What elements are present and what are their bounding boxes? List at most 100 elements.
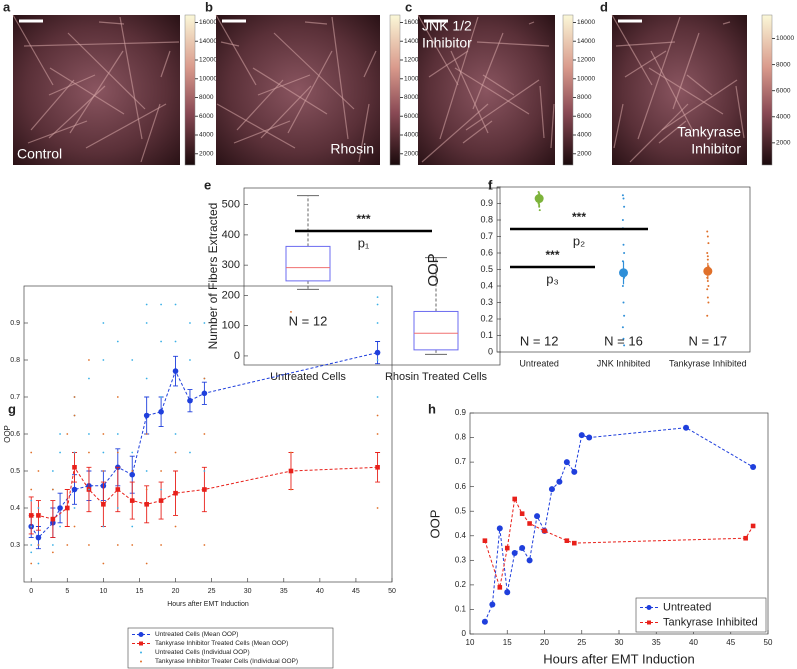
y-tick-label: 0.7 <box>455 457 467 466</box>
marker <box>158 409 164 415</box>
individual-point <box>707 242 710 245</box>
marker <box>64 505 70 511</box>
individual-point <box>30 562 33 565</box>
panel-label: b <box>205 0 213 14</box>
marker <box>187 397 193 404</box>
marker <box>129 471 136 478</box>
colorbar-tick-label: 10000 <box>199 75 217 82</box>
individual-point <box>376 359 379 361</box>
fiber <box>48 74 96 96</box>
y-tick-label: 0.2 <box>455 580 467 589</box>
colorbar-tick-label: 8000 <box>404 94 419 101</box>
individual-point <box>189 451 191 454</box>
colorbar-tick-label: 2000 <box>404 150 419 157</box>
individual-point <box>290 311 292 313</box>
individual-point <box>88 544 90 546</box>
x-axis-label: Hours after EMT Induction <box>543 651 695 666</box>
significance-stars: *** <box>572 210 586 224</box>
fiber <box>550 103 555 149</box>
fiber <box>257 74 311 96</box>
individual-point <box>73 451 76 454</box>
fiber <box>358 103 370 163</box>
panel-label: f <box>488 177 493 192</box>
fiber <box>472 32 504 110</box>
y-tick-label: 0.3 <box>480 297 493 307</box>
fiber <box>476 41 550 47</box>
legend-label: Tankyrase Inhibited <box>663 616 758 628</box>
x-tick-label: 0 <box>29 588 33 595</box>
individual-point <box>622 337 625 340</box>
y-tick-label: 0.1 <box>480 330 493 340</box>
y-axis-label: Number of Fibers Extracted <box>206 203 220 350</box>
colorbar-tick-label: 14000 <box>577 38 595 45</box>
colorbar-tick-label: 8000 <box>776 61 791 68</box>
individual-point <box>30 551 33 554</box>
individual-point <box>37 470 40 472</box>
marker <box>172 368 179 374</box>
colorbar-tick-label: 2000 <box>776 140 791 147</box>
x-tick-label: 15 <box>136 588 144 595</box>
individual-point <box>706 255 709 258</box>
y-tick-label: 0 <box>234 350 240 362</box>
individual-point <box>145 303 148 306</box>
individual-point <box>189 359 191 361</box>
colorbar-tick-label: 14000 <box>404 38 422 45</box>
fiber <box>252 67 328 115</box>
y-tick-label: 0.2 <box>480 313 493 323</box>
legend-label: Untreated Cells (Individual OOP) <box>155 649 250 656</box>
marker <box>201 390 208 397</box>
y-tick-label: 0.4 <box>480 280 493 290</box>
individual-point <box>174 525 177 528</box>
fiber <box>304 21 328 25</box>
individual-point <box>160 340 162 343</box>
individual-point <box>102 562 105 565</box>
individual-point <box>376 303 379 306</box>
x-tick-label: 45 <box>352 588 360 595</box>
individual-point <box>88 377 90 380</box>
y-tick-label: 0 <box>462 629 467 638</box>
individual-point <box>51 488 54 491</box>
individual-point <box>116 544 119 546</box>
fiber <box>160 50 171 78</box>
fiber <box>462 120 493 144</box>
marker <box>578 432 585 439</box>
individual-point <box>706 252 709 254</box>
y-tick-label: 0.3 <box>10 542 20 549</box>
n-label: N = 17 <box>688 333 727 348</box>
fiber <box>735 85 745 139</box>
individual-point <box>59 433 61 435</box>
y-tick-label: 0.9 <box>10 320 20 327</box>
colorbar-tick-label: 16000 <box>199 19 217 26</box>
fiber <box>215 14 257 86</box>
individual-point <box>66 433 69 435</box>
x-tick-label: 25 <box>577 638 586 647</box>
individual-point <box>203 433 206 435</box>
fiber <box>658 120 687 144</box>
y-tick-label: 200 <box>222 289 240 301</box>
colorbar-tick-label: 4000 <box>577 132 592 139</box>
marker <box>50 516 56 522</box>
individual-point <box>73 507 76 509</box>
marker <box>36 513 41 518</box>
y-tick-label: 1 <box>488 181 493 191</box>
y-tick-label: 0.7 <box>480 231 493 241</box>
mean-point <box>534 194 544 204</box>
x-tick-label: 30 <box>244 588 252 595</box>
individual-point <box>290 451 292 454</box>
individual-point <box>73 525 76 528</box>
individual-point <box>203 544 206 546</box>
individual-point <box>145 470 148 472</box>
individual-point <box>621 194 624 197</box>
marker <box>527 521 532 526</box>
individual-point <box>203 377 206 380</box>
x-tick-label: 25 <box>208 588 216 595</box>
x-tick-label: 5 <box>65 588 69 595</box>
fiber <box>428 50 469 78</box>
fiber <box>233 120 291 144</box>
mean-point <box>703 266 713 276</box>
individual-point <box>30 499 33 502</box>
individual-point <box>376 507 379 509</box>
individual-point <box>116 396 119 398</box>
y-tick-label: 0.4 <box>10 505 20 512</box>
y-tick-label: 0.7 <box>10 394 20 401</box>
